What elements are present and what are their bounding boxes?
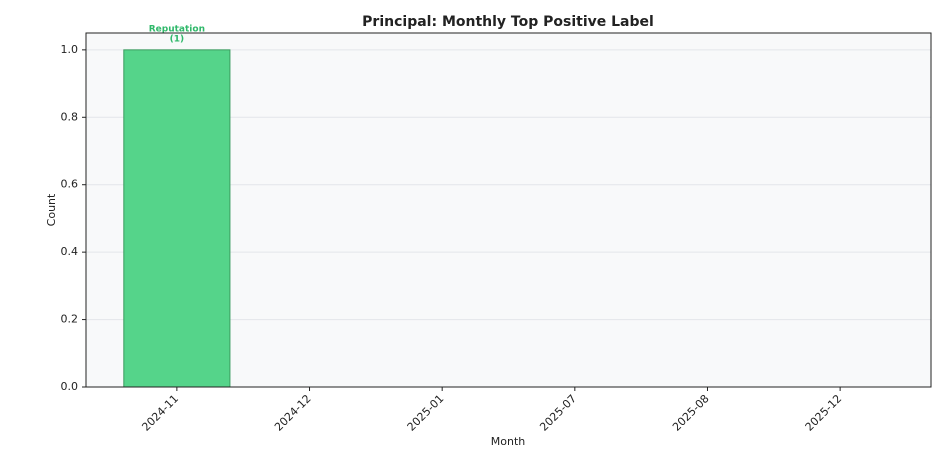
y-tick-label: 0.4 [61, 245, 79, 258]
bar [123, 49, 231, 388]
y-tick-label: 0.8 [61, 110, 79, 123]
x-tick-label: 2025-12 [803, 392, 845, 434]
x-tick-label: 2025-08 [670, 392, 712, 434]
bar-annotation: Reputation [149, 24, 205, 34]
y-tick-label: 1.0 [61, 43, 79, 56]
chart-title: Principal: Monthly Top Positive Label [362, 14, 654, 30]
y-tick-label: 0.2 [61, 313, 79, 326]
value-label: (1) [170, 34, 185, 44]
x-tick-label: 2025-01 [405, 392, 447, 434]
x-axis-label: Month [491, 435, 526, 448]
y-tick-label: 0.0 [61, 380, 79, 393]
y-axis-label: Count [45, 193, 58, 226]
x-tick-label: 2024-11 [139, 392, 181, 434]
x-tick-label: 2025-07 [537, 392, 579, 434]
plot-frame [85, 32, 932, 388]
y-tick-label: 0.6 [61, 178, 79, 191]
x-tick-label: 2024-12 [272, 392, 314, 434]
